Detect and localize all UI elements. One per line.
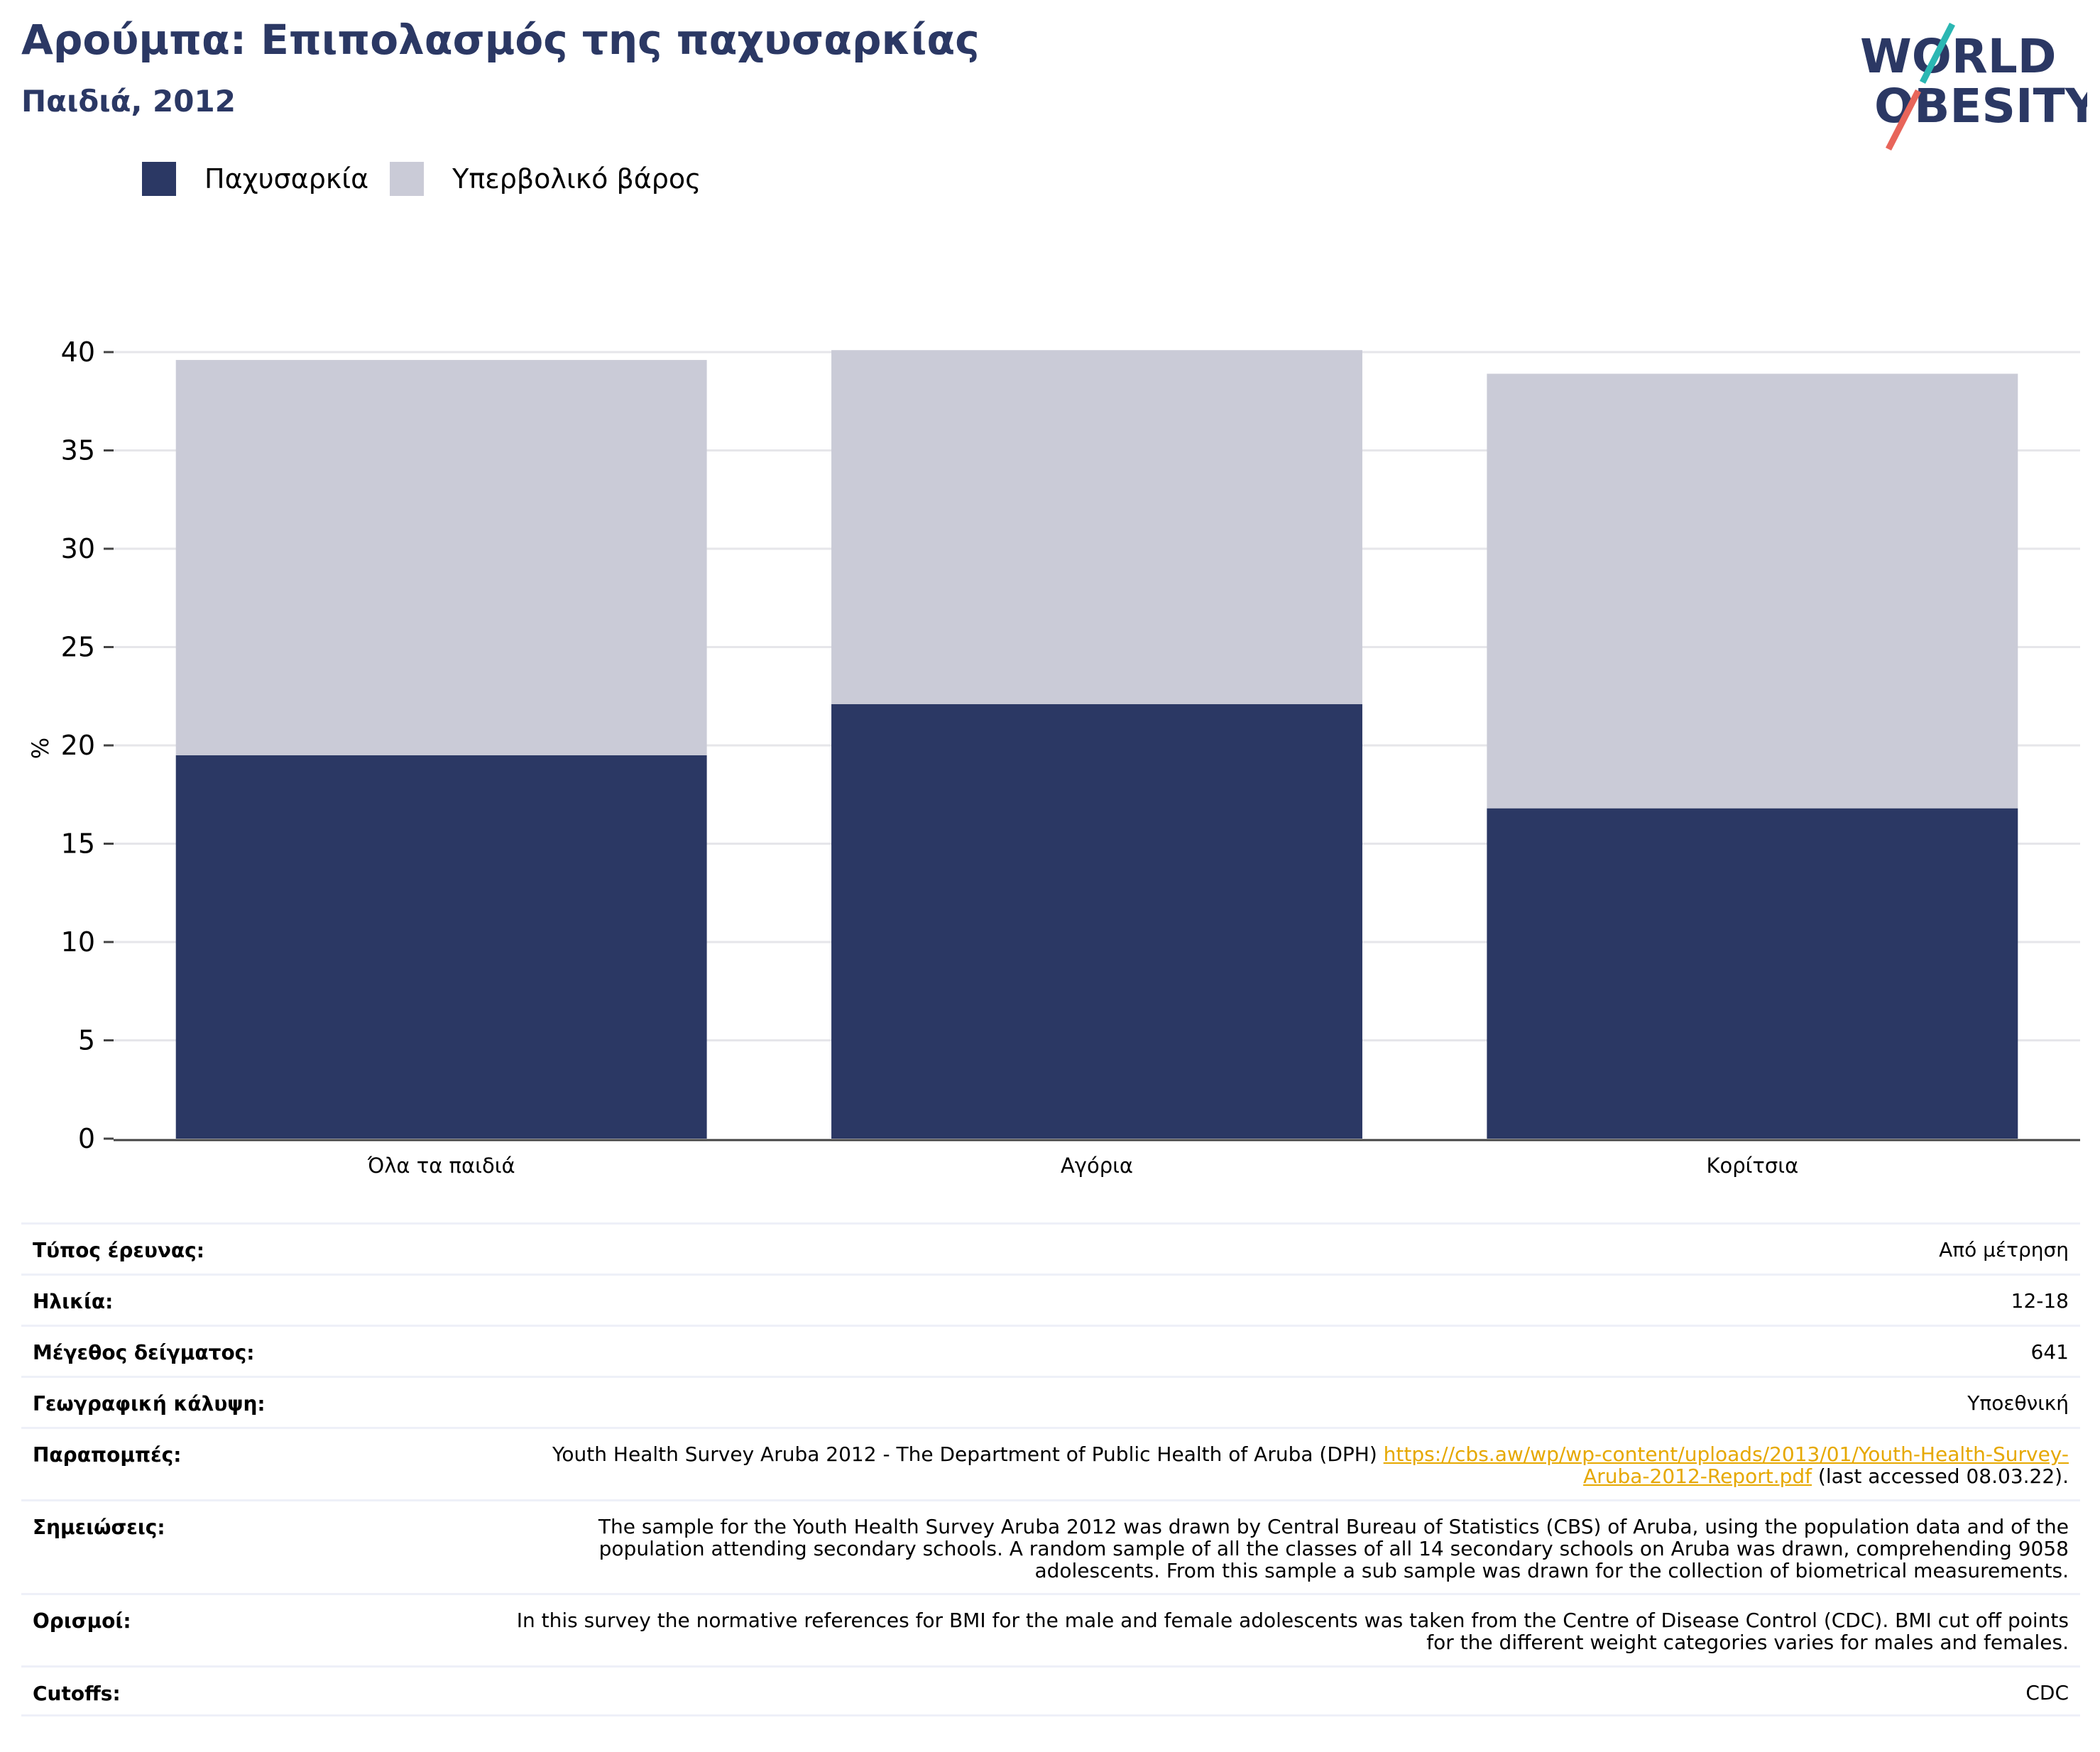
legend-label-overweight: Υπερβολικό βάρος xyxy=(452,163,701,195)
info-value: The sample for the Youth Health Survey A… xyxy=(598,1515,2069,1582)
info-label: Cutoffs: xyxy=(33,1682,121,1705)
chart-title: Αρούμπα: Επιπολασμός της παχυσαρκίας xyxy=(21,16,980,64)
survey-info-table: Τύπος έρευνας: Από μέτρηση Ηλικία: 12-18 Μέγ… xyxy=(21,1222,2080,1717)
chart-subtitle: Παιδιά, 2012 xyxy=(21,84,236,119)
y-axis-label: % xyxy=(27,738,54,759)
info-row: Τύπος έρευνας: Από μέτρηση xyxy=(21,1222,2080,1274)
info-row: Σημειώσεις: The sample for the Youth Heal… xyxy=(21,1499,2080,1593)
y-tick-label-5: 5 xyxy=(78,1025,95,1056)
y-tick-label-0: 0 xyxy=(78,1123,95,1154)
logo-slash-teal xyxy=(1919,22,1956,84)
info-row: Cutoffs: CDC xyxy=(21,1665,2080,1717)
y-tick-label-15: 15 xyxy=(61,828,95,860)
info-label: Ορισμοί: xyxy=(33,1609,131,1633)
y-tick-label-10: 10 xyxy=(61,926,95,958)
info-value: In this survey the normative references … xyxy=(516,1609,2069,1654)
bar-overweight-0 xyxy=(175,360,707,755)
info-label: Τύπος έρευνας: xyxy=(33,1239,204,1262)
logo-line1: WORLD xyxy=(1860,29,2057,84)
y-tick-label-25: 25 xyxy=(61,632,95,663)
reference-link[interactable]: https://cbs.aw/wp/wp-content/uploads/201… xyxy=(1383,1442,2069,1488)
stacked-bar-chart: 0 5 10 15 20 25 30 35 40% Όλα τα παιδιά Αγόρια Κορί… xyxy=(27,336,2080,1178)
y-tick-label-30: 30 xyxy=(61,533,95,564)
info-label: Παραπομπές: xyxy=(33,1443,182,1467)
x-tick-label-0: Όλα τα παιδιά xyxy=(367,1154,515,1178)
legend-swatch-obesity xyxy=(142,162,176,196)
legend-label-obesity: Παχυσαρκία xyxy=(204,163,369,195)
info-value: Από μέτρηση xyxy=(1939,1238,2069,1261)
info-value: 12-18 xyxy=(2011,1289,2069,1313)
y-tick-label-35: 35 xyxy=(61,435,95,466)
info-label: Ηλικία: xyxy=(33,1290,114,1313)
logo-line2: OBESITY xyxy=(1874,79,2087,133)
info-value: 641 xyxy=(2030,1340,2069,1364)
info-label: Σημειώσεις: xyxy=(33,1516,165,1539)
legend-item-obesity[interactable]: Παχυσαρκία xyxy=(142,162,368,196)
bar-overweight-1 xyxy=(831,350,1362,704)
chart-legend: Παχυσαρκία Υπερβολικό βάρος xyxy=(142,162,722,196)
info-label: Γεωγραφική κάλυψη: xyxy=(33,1392,266,1416)
info-row: Παραπομπές: Youth Health Survey Aruba 201… xyxy=(21,1427,2080,1499)
bar-obesity-1 xyxy=(831,703,1362,1139)
logo-slash-coral xyxy=(1885,89,1922,151)
bar-obesity-2 xyxy=(1487,808,2018,1139)
info-value: CDC xyxy=(2025,1681,2069,1704)
x-tick-label-2: Κορίτσια xyxy=(1706,1154,1798,1178)
x-tick-label-1: Αγόρια xyxy=(1061,1154,1133,1178)
legend-item-overweight[interactable]: Υπερβολικό βάρος xyxy=(390,162,701,196)
world-obesity-logo: WORLD OBESITY xyxy=(1860,22,2087,151)
info-row: Γεωγραφική κάλυψη: Υποεθνική xyxy=(21,1376,2080,1427)
legend-swatch-overweight xyxy=(390,162,425,196)
bar-overweight-2 xyxy=(1487,373,2018,809)
bar-obesity-0 xyxy=(175,755,707,1139)
info-value: Υποεθνική xyxy=(1967,1391,2069,1415)
y-tick-label-40: 40 xyxy=(61,336,95,368)
info-label: Μέγεθος δείγματος: xyxy=(33,1341,255,1364)
info-value: Youth Health Survey Aruba 2012 - The Dep… xyxy=(552,1442,2069,1488)
info-row: Ηλικία: 12-18 xyxy=(21,1274,2080,1325)
info-row: Μέγεθος δείγματος: 641 xyxy=(21,1325,2080,1376)
y-tick-label-20: 20 xyxy=(61,730,95,761)
info-row: Ορισμοί: In this survey the normative ref… xyxy=(21,1593,2080,1665)
